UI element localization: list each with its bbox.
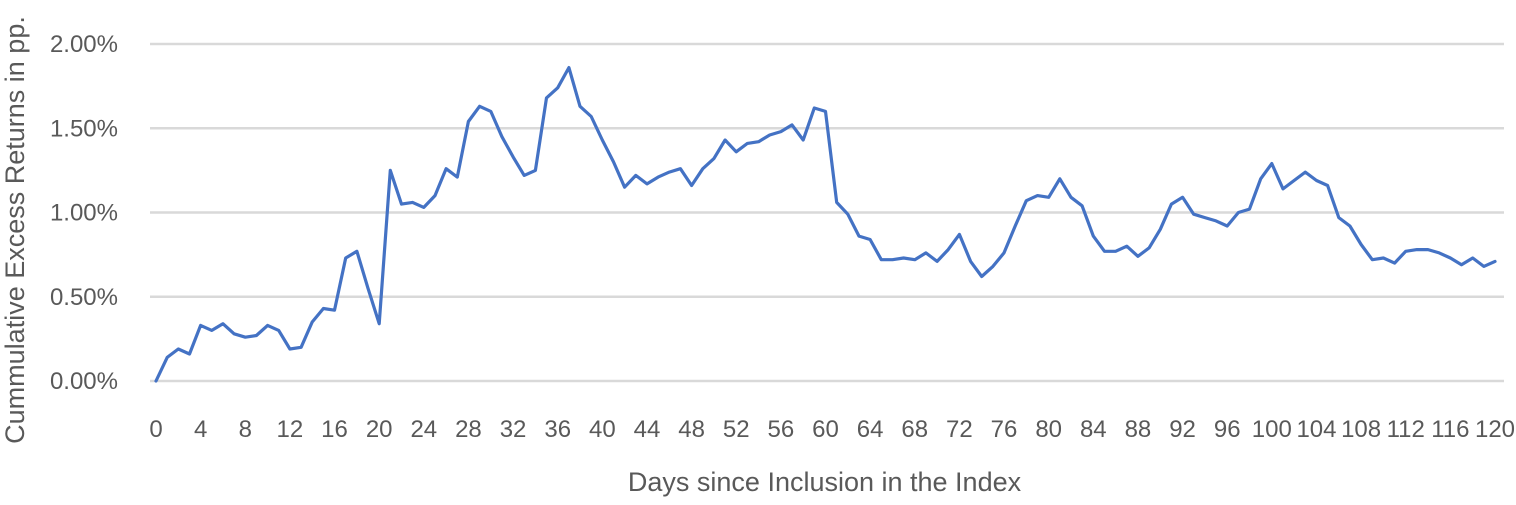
x-tick-label: 96 — [1214, 416, 1241, 443]
x-tick-label: 108 — [1341, 416, 1381, 443]
series-layer — [154, 65, 1497, 383]
x-tick-label: 60 — [812, 416, 839, 443]
x-tick-label: 88 — [1125, 416, 1152, 443]
y-axis-title: Cummulative Excess Returns in pp. — [0, 16, 30, 444]
x-tick-label: 52 — [723, 416, 750, 443]
x-tick-label: 116 — [1431, 416, 1469, 443]
y-tick-label: 0.50% — [50, 284, 118, 311]
x-tick-label: 12 — [277, 416, 304, 443]
x-tick-label: 120 — [1475, 416, 1515, 443]
x-tick-label: 56 — [768, 416, 795, 443]
y-tick-label: 1.50% — [50, 115, 118, 142]
x-tick-label: 68 — [901, 416, 928, 443]
x-axis-title: Days since Inclusion in the Index — [628, 467, 1022, 497]
y-axis-tick-labels: 0.00% 0.50% 1.00% 1.50% 2.00% — [50, 31, 118, 395]
x-tick-label: 112 — [1387, 416, 1425, 443]
x-tick-label: 8 — [239, 416, 252, 443]
x-tick-label: 20 — [366, 416, 393, 443]
x-tick-label: 36 — [544, 416, 571, 443]
x-tick-label: 76 — [991, 416, 1018, 443]
x-tick-label: 64 — [857, 416, 884, 443]
x-axis-tick-labels: 0 4 8 12 16 20 24 28 32 36 40 44 48 52 56 60 64 68 72 76 80 8… — [149, 416, 1515, 443]
x-tick-label: 32 — [500, 416, 527, 443]
series-line — [154, 65, 1497, 383]
x-tick-label: 40 — [589, 416, 616, 443]
y-tick-label: 1.00% — [50, 200, 118, 227]
x-tick-label: 92 — [1169, 416, 1196, 443]
y-tick-label: 0.00% — [50, 368, 118, 395]
x-tick-label: 48 — [678, 416, 705, 443]
x-tick-label: 84 — [1080, 416, 1107, 443]
x-tick-label: 44 — [634, 416, 661, 443]
x-tick-label: 104 — [1296, 416, 1336, 443]
y-tick-label: 2.00% — [50, 31, 118, 58]
x-tick-label: 80 — [1035, 416, 1062, 443]
gridlines — [150, 42, 1504, 383]
x-tick-label: 72 — [946, 416, 973, 443]
x-tick-label: 16 — [321, 416, 348, 443]
x-tick-label: 0 — [149, 416, 162, 443]
x-tick-label: 4 — [194, 416, 207, 443]
x-tick-label: 24 — [410, 416, 437, 443]
x-tick-label: 28 — [455, 416, 482, 443]
x-tick-label: 100 — [1252, 416, 1292, 443]
